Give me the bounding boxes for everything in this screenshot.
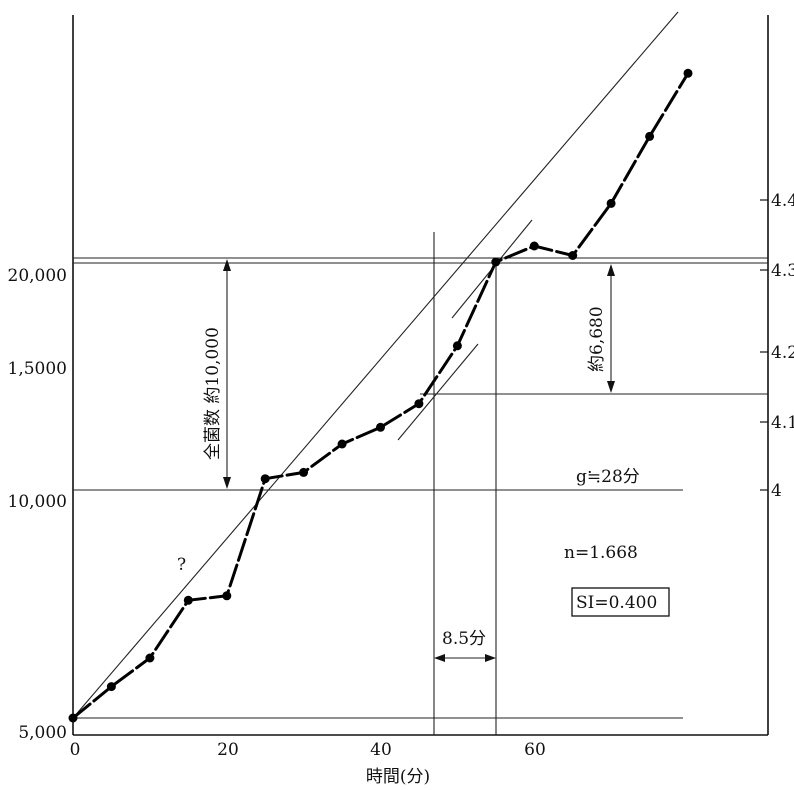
interval-arrow-right	[485, 654, 496, 662]
data-point	[452, 341, 462, 351]
bracket-left-annotation: 全菌数 約10,000	[203, 327, 223, 460]
right-tick-label-4.0: 4	[771, 481, 782, 501]
data-point	[337, 439, 347, 449]
x-tick-label-0: 0	[70, 740, 81, 760]
right-tick-label-4.2: 4.2	[771, 343, 794, 363]
data-point	[183, 595, 193, 605]
data-point	[645, 131, 655, 141]
right-bracket-arrow-up	[607, 264, 615, 276]
data-point	[376, 422, 385, 432]
y-tick-label-20000: 20,000	[8, 266, 67, 286]
series-curve	[71, 71, 690, 720]
right-tick-label-4.4: 4.4	[771, 191, 794, 211]
y-tick-label-15000: 1,5000	[8, 359, 67, 379]
interval-annotation: 8.5分	[442, 629, 486, 649]
x-tick-label-40: 40	[370, 740, 392, 760]
right-tick-label-4.3: 4.3	[771, 261, 794, 281]
data-point	[491, 257, 501, 267]
diagonal-trend-line	[72, 11, 679, 719]
x-tick-label-20: 20	[217, 740, 239, 760]
tangent-line-lower	[397, 343, 479, 441]
left-bracket-arrow-down	[223, 477, 231, 489]
data-point	[568, 251, 578, 260]
data-point	[606, 198, 616, 208]
data-point	[414, 399, 424, 409]
left-bracket-arrow-up	[223, 259, 231, 271]
data-point	[145, 653, 155, 663]
data-point	[222, 591, 232, 601]
question-annotation: ?	[177, 555, 186, 575]
si-value-annotation: SI=0.400	[576, 593, 657, 613]
interval-arrow-left	[434, 654, 445, 662]
data-point	[299, 467, 309, 477]
data-point	[106, 682, 116, 692]
y-tick-label-10000: 10,000	[8, 492, 67, 512]
right-tick-label-4.1: 4.1	[771, 413, 794, 433]
right-bracket-arrow-down	[607, 381, 615, 393]
data-point	[68, 713, 78, 723]
data-point	[683, 68, 693, 78]
generation-annotation: g≒28分	[576, 467, 640, 487]
si-box	[571, 587, 670, 617]
bracket-right-annotation: 約6,680	[587, 306, 607, 372]
data-point	[529, 241, 539, 251]
x-axis-label: 時間(分)	[366, 767, 430, 787]
y-tick-label-5000: 5,000	[18, 723, 67, 743]
data-point	[260, 474, 270, 484]
n-value-annotation: n=1.668	[564, 543, 638, 563]
x-tick-label-60: 60	[524, 740, 546, 760]
series-layer	[68, 68, 693, 723]
